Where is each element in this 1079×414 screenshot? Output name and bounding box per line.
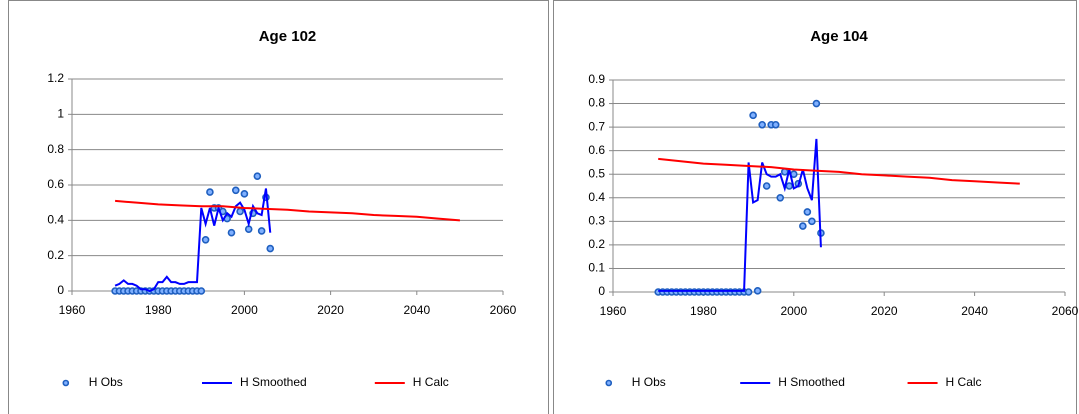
legend-label: H Obs bbox=[89, 375, 123, 389]
panel-border bbox=[553, 0, 1077, 414]
data-point bbox=[236, 207, 244, 216]
y-tick-label: 0 bbox=[57, 283, 64, 297]
legend-swatch bbox=[62, 379, 70, 387]
data-point bbox=[253, 172, 262, 180]
legend-label: H Calc bbox=[413, 375, 449, 389]
data-point bbox=[758, 120, 766, 129]
data-point bbox=[201, 235, 210, 244]
data-point bbox=[808, 217, 816, 226]
x-tick-label: 2000 bbox=[231, 303, 258, 317]
x-tick-label: 1980 bbox=[145, 303, 172, 317]
y-tick-label: 1.2 bbox=[47, 71, 64, 85]
data-point bbox=[266, 244, 275, 253]
data-point bbox=[785, 182, 794, 190]
data-point bbox=[749, 111, 757, 120]
data-point bbox=[231, 186, 240, 195]
y-tick-label: 0.5 bbox=[588, 166, 605, 180]
data-line bbox=[115, 199, 460, 222]
y-tick-label: 0.7 bbox=[588, 119, 605, 133]
x-tick-label: 2040 bbox=[961, 304, 988, 318]
x-tick-label: 1980 bbox=[690, 304, 717, 318]
x-tick-label: 1960 bbox=[59, 303, 86, 317]
chart: Age 104 0 0.1 0.2 0.3 0.4 0.5 0.6 0.7 0.8 0.9 1960 1… bbox=[553, 0, 1079, 414]
x-tick-label: 2040 bbox=[403, 303, 430, 317]
legend-label: H Obs bbox=[632, 375, 666, 389]
data-line bbox=[658, 157, 1020, 185]
data-line bbox=[114, 188, 272, 293]
panel-border bbox=[8, 0, 549, 414]
y-tick-label: 0 bbox=[598, 284, 605, 298]
x-tick-label: 2000 bbox=[780, 304, 807, 318]
data-point bbox=[197, 287, 206, 295]
data-point bbox=[753, 287, 762, 295]
data-point bbox=[206, 188, 214, 196]
y-tick-label: 0.2 bbox=[47, 248, 64, 262]
data-line bbox=[658, 138, 822, 292]
data-point bbox=[776, 193, 785, 202]
legend-label: H Smoothed bbox=[778, 375, 845, 389]
data-point bbox=[227, 228, 236, 237]
legend-swatch bbox=[605, 379, 613, 387]
y-tick-label: 0.6 bbox=[47, 177, 64, 191]
y-tick-label: 0.8 bbox=[47, 142, 64, 156]
y-tick-label: 0.3 bbox=[588, 214, 605, 228]
chart-title: Age 102 bbox=[259, 28, 317, 45]
y-tick-label: 0.8 bbox=[588, 96, 605, 110]
data-point bbox=[240, 190, 249, 198]
x-tick-label: 2060 bbox=[490, 303, 517, 317]
x-tick-label: 2020 bbox=[871, 304, 898, 318]
y-tick-label: 0.1 bbox=[588, 261, 605, 275]
data-point bbox=[803, 208, 812, 216]
y-tick-label: 1 bbox=[57, 107, 64, 121]
x-tick-label: 2060 bbox=[1052, 304, 1079, 318]
data-point bbox=[771, 120, 780, 129]
y-tick-label: 0.6 bbox=[588, 143, 605, 157]
data-point bbox=[744, 288, 753, 296]
data-point bbox=[762, 182, 771, 190]
data-point bbox=[257, 227, 266, 235]
x-tick-label: 1960 bbox=[600, 304, 627, 318]
y-tick-label: 0.2 bbox=[588, 237, 605, 251]
legend-label: H Calc bbox=[946, 375, 982, 389]
chart-title: Age 104 bbox=[810, 28, 868, 45]
x-tick-label: 2020 bbox=[317, 303, 344, 317]
y-tick-label: 0.4 bbox=[588, 190, 605, 204]
chart: Age 102 0 0.2 0.4 0.6 0.8 1 1.2 1960 1980 2000 2020… bbox=[8, 0, 549, 414]
data-point bbox=[812, 99, 821, 108]
legend-label: H Smoothed bbox=[240, 375, 307, 389]
data-point bbox=[799, 222, 807, 230]
y-tick-label: 0.4 bbox=[47, 213, 64, 227]
y-tick-label: 0.9 bbox=[588, 72, 605, 86]
